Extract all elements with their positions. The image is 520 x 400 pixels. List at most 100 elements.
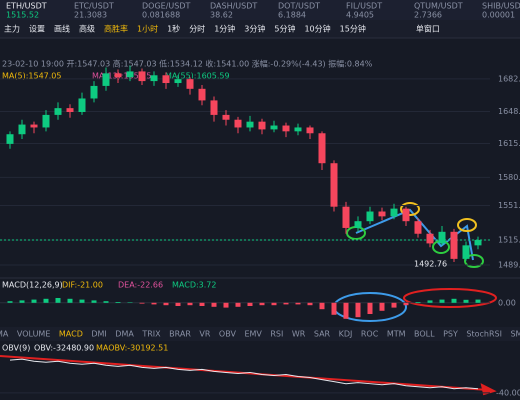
candle-body — [222, 114, 230, 120]
indicator-tab[interactable]: PSY — [443, 330, 458, 339]
indicator-tab[interactable]: KDJ — [339, 330, 353, 339]
macd-bar — [259, 302, 265, 306]
macd-bar — [175, 302, 181, 306]
ticker-price: 6.1884 — [278, 11, 306, 20]
macd-label: MACD:3.72 — [172, 281, 217, 290]
indicator-tab[interactable]: RSI — [270, 330, 283, 339]
macd-bar — [19, 300, 25, 303]
toolbar-item[interactable]: 设置 — [29, 24, 45, 34]
candle-body — [186, 79, 194, 89]
indicator-tab[interactable]: SAR — [314, 330, 331, 339]
indicator-tab[interactable]: SMI — [510, 330, 520, 339]
candle-body — [126, 71, 134, 78]
macd-bar — [187, 302, 193, 306]
ticker-price: 1515.52 — [6, 11, 39, 20]
macd-bar — [295, 302, 301, 305]
candle-body — [258, 121, 266, 130]
toolbar-item[interactable]: 1秒 — [167, 24, 180, 34]
candle-body — [162, 75, 170, 84]
indicator-tab[interactable]: EMV — [244, 330, 262, 339]
macd-bar — [283, 302, 289, 305]
candle-body — [90, 85, 98, 99]
macd-bar — [67, 298, 73, 303]
candle-body — [102, 73, 110, 86]
macd-bar — [55, 298, 61, 303]
annotation-circle — [400, 202, 420, 216]
candle-body — [438, 231, 446, 244]
toolbar-item[interactable]: 15分钟 — [340, 24, 366, 34]
candle-body — [294, 127, 302, 132]
maobv-label: MAOBV:-30192.51 — [96, 344, 168, 353]
ma13-label: MA(13):1554.5 — [92, 72, 151, 81]
toolbar-item[interactable]: 分时 — [189, 24, 205, 34]
indicator-tab[interactable]: BRAR — [169, 330, 191, 339]
candle-body — [18, 124, 26, 135]
price-tick-label: 1551.2 — [498, 201, 520, 210]
annotation-circle — [464, 254, 484, 268]
toolbar-item[interactable]: 高胜率 — [104, 24, 128, 34]
candle-body — [42, 114, 50, 128]
ma5-label: MA(5):1547.05 — [2, 72, 61, 81]
candle-body — [270, 125, 278, 130]
candle-body — [462, 245, 470, 259]
toolbar-item[interactable]: 3分钟 — [244, 24, 265, 34]
candle-info: 23-02-10 19:00 开:1547.03 高:1547.03 低:153… — [2, 59, 373, 69]
macd-bar — [475, 299, 481, 303]
candle-body — [210, 100, 218, 115]
price-tick-label: 1515.5 — [498, 236, 520, 245]
indicator-tab[interactable]: WR — [292, 330, 306, 339]
indicator-tab[interactable]: StochRSI — [466, 330, 502, 339]
obv-label: OBV:-32480.90 — [34, 344, 94, 353]
ma55-label: MA(55):1605.59 — [165, 72, 230, 81]
indicator-tab[interactable]: OBV — [219, 330, 237, 339]
macd-bar — [307, 302, 313, 306]
candle-body — [114, 73, 122, 78]
candle-body — [150, 75, 158, 82]
ticker-name: ETH/USDT — [6, 2, 47, 11]
candle-body — [282, 125, 290, 132]
indicator-tab[interactable]: MACD — [59, 330, 83, 339]
indicator-tab[interactable]: DMA — [115, 330, 134, 339]
candle-body — [390, 208, 398, 217]
ticker-name: SHIB/USDT — [482, 2, 520, 11]
macd-bar — [103, 301, 109, 303]
candle-body — [54, 108, 62, 115]
macd-bar — [391, 302, 397, 308]
candle-body — [174, 79, 182, 84]
ticker-name: FIL/USDT — [346, 2, 382, 11]
dea-label: DEA:-22.66 — [118, 281, 163, 290]
toolbar-item[interactable]: 画线 — [54, 24, 70, 34]
macd-bar — [415, 302, 421, 303]
toolbar-item[interactable]: 1小时 — [137, 24, 158, 34]
obv-tick-label: -40.00 — [496, 388, 520, 397]
indicator-tab[interactable]: ROC — [361, 330, 379, 339]
toolbar-item[interactable]: 10分钟 — [304, 24, 330, 34]
indicator-tab[interactable]: TRIX — [141, 330, 161, 339]
indicator-tab[interactable]: MA — [0, 330, 9, 339]
macd-bar — [331, 302, 337, 315]
candle-body — [138, 71, 146, 82]
indicator-tab[interactable]: VOLUME — [17, 330, 51, 339]
indicator-tab[interactable]: VR — [199, 330, 210, 339]
indicator-tab[interactable]: BOLL — [414, 330, 435, 339]
candle-body — [378, 211, 386, 217]
toolbar-item[interactable]: 5分钟 — [274, 24, 295, 34]
annotation-ellipse — [403, 288, 497, 308]
indicator-tab[interactable]: DMI — [91, 330, 106, 339]
annotations — [0, 202, 497, 396]
ticker-name: DOT/USDT — [278, 2, 320, 11]
price-tick-label: 1648.5 — [498, 107, 520, 116]
ticker-price: 4.9405 — [346, 11, 374, 20]
macd-bar — [127, 302, 133, 303]
dif-label: DIF:-21.00 — [62, 281, 103, 290]
toolbar-item[interactable]: 高级 — [79, 24, 95, 34]
toolbar-item[interactable]: 主力 — [4, 24, 20, 34]
annotation-line — [355, 208, 474, 261]
low-label: 1492.76 — [414, 259, 447, 268]
candle-body — [234, 119, 242, 128]
toolbar-item[interactable]: 单窗口 — [416, 24, 440, 34]
candle-body — [450, 231, 458, 259]
macd-bar — [427, 300, 433, 303]
toolbar-item[interactable]: 1分钟 — [214, 24, 235, 34]
indicator-tab[interactable]: MTM — [387, 330, 406, 339]
